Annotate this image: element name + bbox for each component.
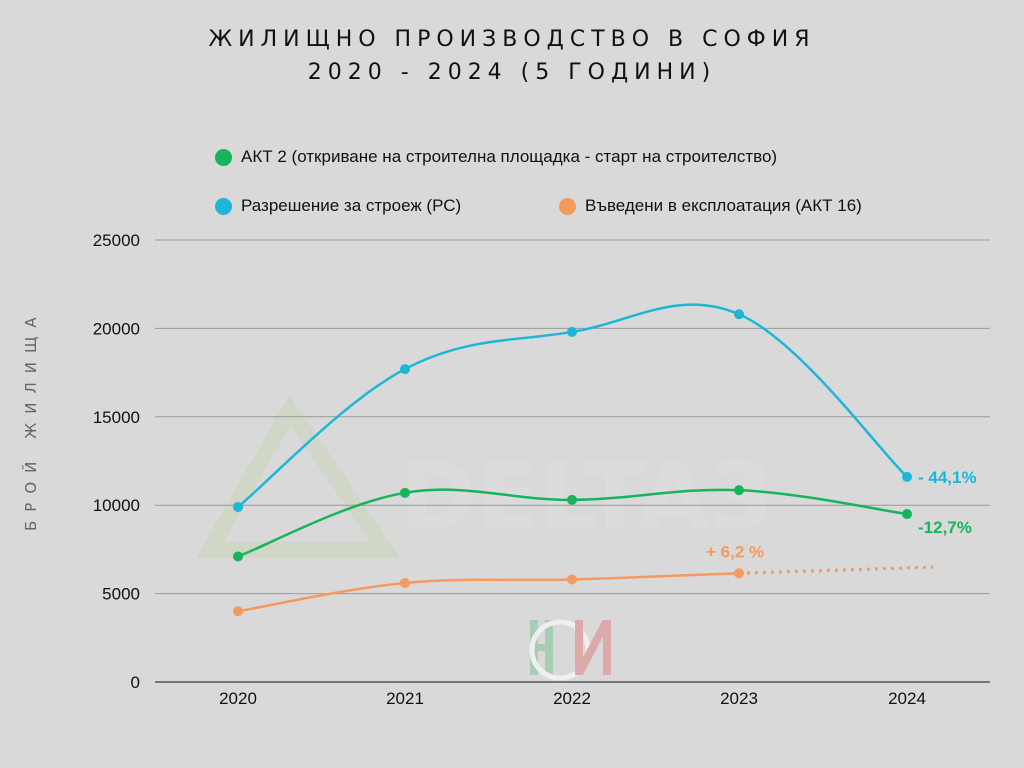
data-point xyxy=(567,326,577,337)
y-tick-label: 0 xyxy=(131,673,140,692)
x-tick-label: 2024 xyxy=(888,689,926,708)
y-tick-label: 15000 xyxy=(93,408,140,427)
watermark-badge xyxy=(529,619,611,681)
watermark-logo: DELTA3 xyxy=(196,394,773,558)
data-point xyxy=(400,364,410,375)
y-tick-label: 25000 xyxy=(93,231,140,250)
data-point xyxy=(734,309,744,320)
data-point xyxy=(233,551,243,562)
legend-label-akt16: Въведени в експлоатация (АКТ 16) xyxy=(585,196,862,215)
y-tick-label: 20000 xyxy=(93,319,140,338)
y-tick-labels: 0 5000 10000 15000 20000 25000 xyxy=(93,231,140,692)
projection-line xyxy=(738,565,934,575)
chart-title-line1: ЖИЛИЩНО ПРОИЗВОДСТВО В СОФИЯ xyxy=(208,27,816,52)
data-point xyxy=(233,501,243,512)
annotations: -12,7% - 44,1% + 6,2 % xyxy=(706,468,977,561)
legend-label-akt2: АКТ 2 (откриване на строителна площадка … xyxy=(241,147,778,166)
series-annotation: -12,7% xyxy=(918,518,972,537)
data-point xyxy=(400,487,410,498)
legend-item-akt2: АКТ 2 (откриване на строителна площадка … xyxy=(215,147,777,167)
data-point xyxy=(567,494,577,505)
data-point xyxy=(567,574,577,585)
x-tick-label: 2021 xyxy=(386,689,424,708)
legend-label-rs: Разрешение за строеж (РС) xyxy=(241,196,462,215)
data-point xyxy=(902,471,912,482)
series-annotation: - 44,1% xyxy=(918,468,977,487)
y-tick-label: 10000 xyxy=(93,496,140,515)
data-point xyxy=(902,509,912,520)
series-line xyxy=(237,572,740,613)
legend-item-rs: Разрешение за строеж (РС) xyxy=(215,196,461,216)
series-lines xyxy=(233,303,934,617)
data-point xyxy=(400,577,410,588)
legend-dot-icon xyxy=(215,148,232,166)
x-tick-label: 2022 xyxy=(553,689,591,708)
data-point xyxy=(233,606,243,617)
series-annotation: + 6,2 % xyxy=(706,542,764,561)
x-tick-label: 2020 xyxy=(219,689,257,708)
y-tick-label: 5000 xyxy=(102,585,140,604)
legend-dot-icon xyxy=(215,197,232,215)
legend-item-akt16: Въведени в експлоатация (АКТ 16) xyxy=(559,196,862,216)
legend-dot-icon xyxy=(559,197,576,215)
svg-text:DELTA3: DELTA3 xyxy=(400,443,773,550)
chart-title-line2: 2020 - 2024 (5 ГОДИНИ) xyxy=(307,60,717,85)
x-tick-label: 2023 xyxy=(720,689,758,708)
x-tick-labels: 2020 2021 2022 2023 2024 xyxy=(219,689,926,708)
data-point xyxy=(734,485,744,496)
